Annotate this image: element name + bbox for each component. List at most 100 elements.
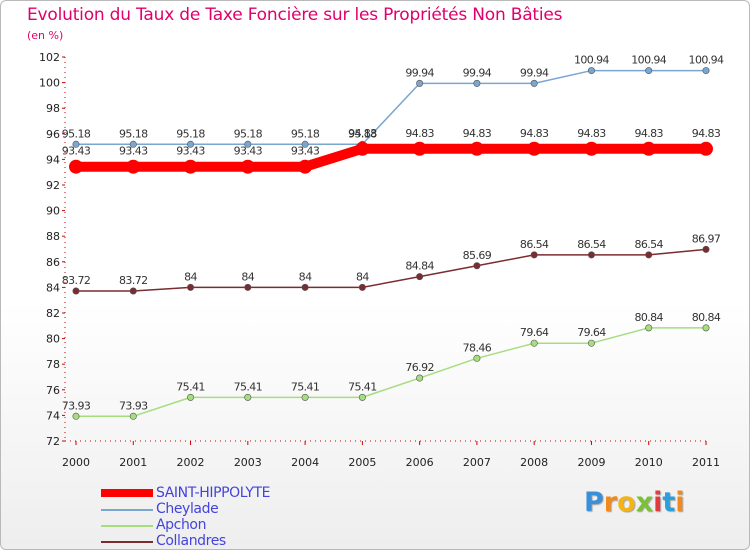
x-tick-label: 2009 [577,456,605,469]
data-label: 94.83 [634,127,663,140]
x-axis-ticks: 2000 2001 2002 2003 2004 2005 2006 2007 2008 2009… [62,441,720,469]
data-point [412,141,427,156]
legend-swatch [101,525,153,527]
series-line [75,327,707,418]
data-label: 86.54 [520,238,549,251]
legend-swatch [101,489,153,497]
data-label: 76.92 [405,361,434,374]
data-label: 93.43 [119,145,148,158]
data-label: 86.97 [692,232,721,245]
data-point [645,324,653,332]
data-label: 73.93 [119,399,148,412]
series-line [75,248,707,292]
data-label: 95.18 [119,127,148,140]
series-line [71,143,711,172]
y-tick-label: 92 [46,179,60,192]
data-point [416,374,424,382]
y-tick-label: 96 [46,128,60,141]
series-saint-hippolyte [69,141,713,174]
data-point [530,251,538,259]
data-point [244,283,252,291]
x-tick-label: 2006 [406,456,434,469]
data-label: 93.43 [176,145,205,158]
data-label: 78.46 [463,341,492,354]
data-label: 84.84 [405,260,434,273]
x-tick-label: 2002 [177,456,205,469]
y-tick-label: 102 [39,51,60,64]
series-layer [69,67,713,420]
chart-title: Evolution du Taux de Taxe Foncière sur l… [27,5,563,25]
data-label: 75.41 [176,380,205,393]
logo-letter: i [675,487,685,518]
data-point [187,140,195,148]
y-tick-label: 90 [46,205,60,218]
data-label: 94.83 [348,127,377,140]
chart-subtitle: (en %) [27,29,64,42]
logo-letter: r [603,487,618,518]
data-point [587,67,595,75]
data-label: 95.18 [291,127,320,140]
data-label: 86.54 [577,238,606,251]
data-label: 79.64 [520,326,549,339]
data-point [72,140,80,148]
legend-label: Cheylade [156,501,219,517]
data-label: 94.83 [577,127,606,140]
x-tick-label: 2004 [291,456,319,469]
y-tick-label: 76 [46,384,60,397]
data-label: 84 [356,270,369,283]
data-label: 75.41 [291,380,320,393]
data-label: 85.69 [463,249,492,262]
data-label: 100.94 [631,54,666,67]
data-point [702,67,710,75]
x-tick-label: 2005 [348,456,376,469]
data-point [301,283,309,291]
proxiti-logo: Proxiti [584,487,685,518]
data-label: 84 [241,270,254,283]
data-point [129,140,137,148]
logo-letter: x [635,487,654,518]
x-tick-label: 2007 [463,456,491,469]
y-tick-label: 100 [39,77,60,90]
data-label: 100.94 [574,54,609,67]
data-label: 83.72 [62,274,91,287]
data-label: 95.18 [62,127,91,140]
logo-letter: o [617,487,636,518]
data-point [587,339,595,347]
x-tick-label: 2000 [62,456,90,469]
data-label: 84 [184,270,197,283]
data-point [358,283,366,291]
logo-letter: P [584,487,604,518]
data-label: 94.83 [692,127,721,140]
x-tick-label: 2008 [520,456,548,469]
logo-letter: t [662,487,676,518]
data-label: 95.18 [176,127,205,140]
x-tick-label: 2003 [234,456,262,469]
data-point [530,79,538,87]
data-point [298,159,313,174]
data-label: 99.94 [463,66,492,79]
data-point [358,393,366,401]
y-tick-label: 94 [46,153,60,166]
data-point [187,283,195,291]
data-label: 95.18 [234,127,263,140]
series-apchon [72,324,710,420]
data-label: 93.43 [62,145,91,158]
x-tick-label: 2010 [635,456,663,469]
data-point [645,67,653,75]
data-point [584,141,599,156]
data-label: 94.83 [520,127,549,140]
data-label: 84 [299,270,312,283]
data-point [240,159,255,174]
data-point [527,141,542,156]
data-label: 83.72 [119,274,148,287]
data-point [244,140,252,148]
x-tick-label: 2011 [692,456,720,469]
data-point [244,393,252,401]
data-point [183,159,198,174]
data-label: 93.43 [234,145,263,158]
y-tick-label: 74 [46,409,60,422]
y-tick-label: 72 [46,435,60,448]
data-point [641,141,656,156]
data-label: 80.84 [692,311,721,324]
